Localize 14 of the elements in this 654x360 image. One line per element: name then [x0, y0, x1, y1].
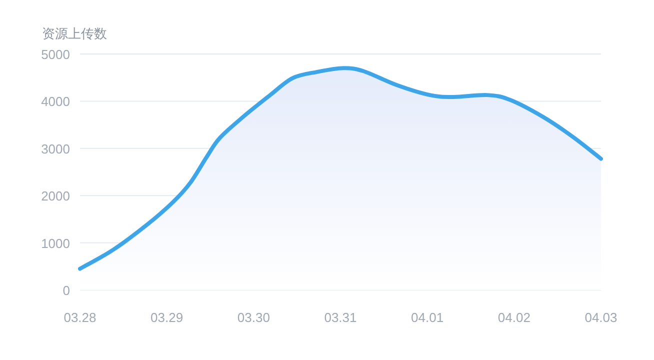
- x-tick-label: 03.30: [237, 310, 270, 325]
- x-tick-label: 03.31: [324, 310, 357, 325]
- x-tick-label: 03.28: [64, 310, 96, 325]
- y-tick-label: 1000: [41, 236, 70, 251]
- y-tick-label: 4000: [41, 94, 70, 110]
- y-tick-label: 0: [62, 283, 70, 298]
- y-tick-label: 3000: [41, 141, 70, 156]
- x-tick-label: 04.02: [498, 310, 530, 325]
- y-tick-label: 2000: [41, 188, 70, 204]
- y-tick-label: 5000: [41, 47, 70, 62]
- y-axis-title: 资源上传数: [42, 26, 107, 41]
- x-tick-label: 03.29: [150, 310, 184, 325]
- x-tick-label: 04.01: [411, 310, 444, 325]
- x-tick-label: 04.03: [584, 310, 618, 325]
